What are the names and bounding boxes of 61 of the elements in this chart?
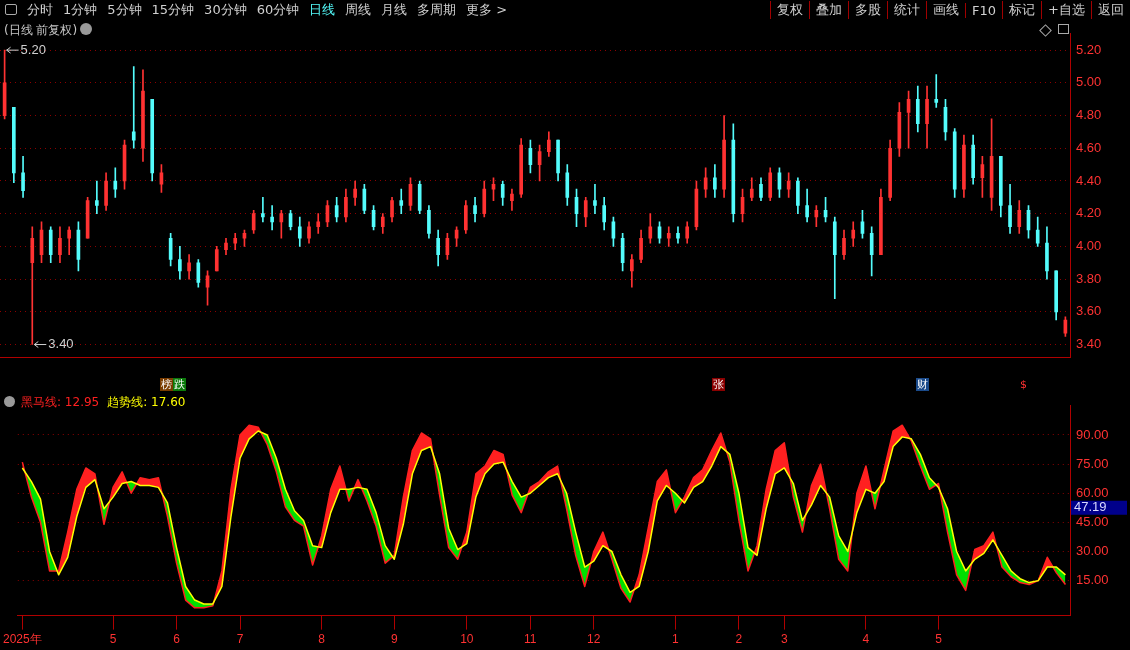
annotation: 5.20 xyxy=(20,41,46,57)
y-tick-label: 4.60 xyxy=(1076,139,1102,155)
x-tick-label: 7 xyxy=(236,632,244,647)
text: 47.19 xyxy=(1074,499,1107,515)
x-tick-label: 2 xyxy=(735,632,743,647)
x-tick-label: 5 xyxy=(935,632,943,647)
y-tick-label: 3.80 xyxy=(1076,270,1102,286)
x-tick-label: 5 xyxy=(109,632,117,647)
text: 黑马线: 12.95 xyxy=(21,395,100,409)
text: 统计 xyxy=(887,1,927,19)
y-tick-label: 4.40 xyxy=(1076,172,1102,188)
y-tick-label: 3.40 xyxy=(1076,336,1102,352)
x-tick-label: 3 xyxy=(780,632,788,647)
y-tick-label: 60.00 xyxy=(1076,484,1109,500)
x-tick-label: 8 xyxy=(318,632,326,647)
text: 多股 xyxy=(848,1,888,19)
text: 更多 > xyxy=(465,1,509,19)
text: 跌 xyxy=(173,378,186,391)
text: 1分钟 xyxy=(62,1,99,19)
y-tick-label: 3.60 xyxy=(1076,303,1102,319)
text: 返回 xyxy=(1091,1,1130,19)
text: F10 xyxy=(965,2,1003,18)
text: 分时 xyxy=(26,1,54,19)
y-tick-label: 45.00 xyxy=(1076,513,1109,529)
x-tick-label: 6 xyxy=(173,632,181,647)
text: $ xyxy=(1019,378,1028,391)
x-tick-label: 2025年 xyxy=(3,632,42,647)
y-tick-label: 4.20 xyxy=(1076,205,1102,221)
text: 标记 xyxy=(1002,1,1042,19)
y-tick-label: 4.80 xyxy=(1076,107,1102,123)
text: 周线 xyxy=(344,1,373,19)
x-tick-label: 12 xyxy=(587,632,601,647)
x-tick-label: 10 xyxy=(460,632,474,647)
y-tick-label: 5.20 xyxy=(1076,41,1102,57)
text: 60分钟 xyxy=(255,1,301,19)
y-tick-label: 4.00 xyxy=(1076,237,1102,253)
annotation: 3.40 xyxy=(48,336,74,352)
x-tick-label: 11 xyxy=(524,632,537,647)
y-tick-label: 75.00 xyxy=(1076,455,1109,471)
text: 30分钟 xyxy=(203,1,248,19)
y-tick-label: 15.00 xyxy=(1076,572,1109,588)
text: 日线 xyxy=(308,1,337,19)
x-tick-label: 1 xyxy=(672,632,680,647)
y-tick-label: 5.00 xyxy=(1076,74,1102,90)
text: 15分钟 xyxy=(150,1,196,19)
text: 张 xyxy=(712,378,725,391)
text: 叠加 xyxy=(809,1,849,19)
x-tick-label: 9 xyxy=(390,632,398,647)
text: 画线 xyxy=(926,1,966,19)
x-tick-label: 4 xyxy=(862,632,870,647)
text: +自选 xyxy=(1041,1,1091,19)
text: 财 xyxy=(916,378,929,391)
text: 榜 xyxy=(160,378,173,391)
text: 5分钟 xyxy=(106,1,143,19)
text: 多周期 xyxy=(416,1,458,19)
y-tick-label: 90.00 xyxy=(1076,426,1109,442)
text: 复权 xyxy=(770,1,810,19)
y-tick-label: 30.00 xyxy=(1076,543,1109,559)
text: 趋势线: 17.60 xyxy=(107,395,186,409)
text: 月线 xyxy=(380,1,409,19)
chart-title: (日线 前复权) xyxy=(4,22,78,39)
